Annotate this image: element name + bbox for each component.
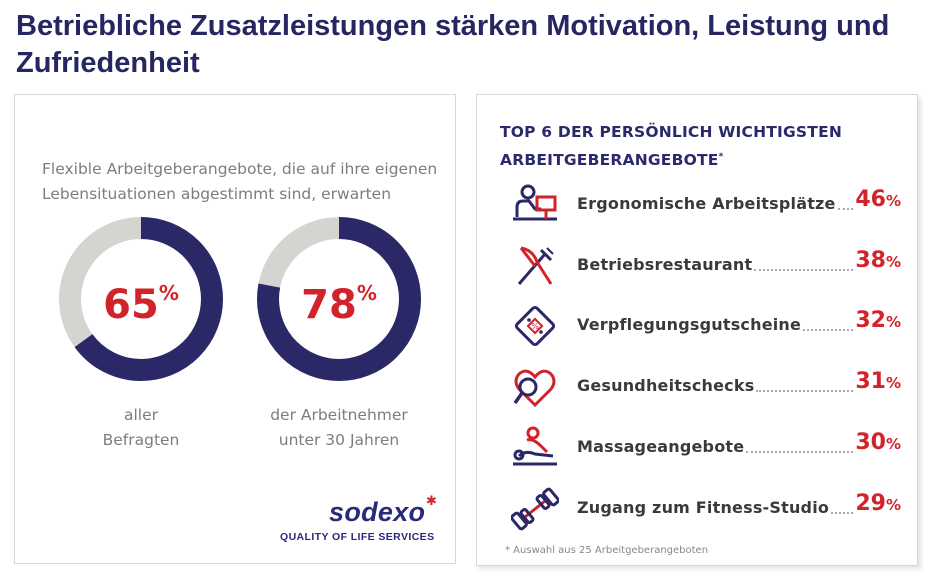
list-item-label: Gesundheitschecks xyxy=(577,376,755,395)
list-item-value: 30% xyxy=(855,430,901,455)
list-item-value-unit: % xyxy=(885,496,901,514)
list-item-leader xyxy=(838,208,853,210)
list-item-leader xyxy=(803,329,853,331)
svg-text:%: % xyxy=(531,322,539,331)
voucher-icon: % xyxy=(514,305,556,347)
top6-card: TOP 6 DER PERSÖNLICH WICHTIGSTEN ARBEITG… xyxy=(476,94,918,566)
donut-2-caption: der Arbeitnehmer unter 30 Jahren xyxy=(249,403,429,453)
donut-1-caption: aller Befragten xyxy=(61,403,221,453)
donut-2-caption-line-2: unter 30 Jahren xyxy=(278,431,400,449)
list-item-value: 32% xyxy=(855,308,901,333)
list-item-value-number: 32 xyxy=(855,308,886,333)
list-item-label: Zugang zum Fitness-Studio xyxy=(577,498,830,517)
logo-star-icon: ✱ xyxy=(426,493,437,508)
list-item-value: 31% xyxy=(855,369,901,394)
dumbbell-icon xyxy=(511,487,559,531)
donut-intro-line-2: Lebensituationen abgestimmt sind, erwart… xyxy=(42,185,392,203)
list-item: Gesundheitschecks 31% xyxy=(497,361,907,411)
list-item-value-unit: % xyxy=(885,192,901,210)
donut-1-unit: % xyxy=(158,281,179,305)
list-item: % Verpflegungsgutscheine 32% xyxy=(497,300,907,350)
massage-icon xyxy=(513,426,557,466)
list-item-leader xyxy=(754,269,853,271)
page-title: Betriebliche Zusatzleistungen stärken Mo… xyxy=(16,10,890,79)
donut-1-caption-line-2: Befragten xyxy=(102,431,180,449)
top6-title-line-1: TOP 6 DER PERSÖNLICH WICHTIGSTEN xyxy=(500,123,843,141)
list-item-label: Massageangebote xyxy=(577,437,745,456)
list-item-value-unit: % xyxy=(885,313,901,331)
top6-title: TOP 6 DER PERSÖNLICH WICHTIGSTEN ARBEITG… xyxy=(500,120,900,173)
logo-tagline: QUALITY OF LIFE SERVICES xyxy=(280,531,435,543)
top6-title-line-2: ARBEITGEBERANGEBOTE xyxy=(500,151,719,170)
donut-2-unit: % xyxy=(356,281,377,305)
list-item-value-unit: % xyxy=(885,253,901,271)
donut-2-caption-line-1: der Arbeitnehmer xyxy=(270,406,408,424)
list-item-leader xyxy=(831,512,853,514)
list-item-leader xyxy=(746,451,853,453)
list-item: Ergonomische Arbeitsplätze 46% xyxy=(497,179,907,229)
list-item-value-number: 29 xyxy=(855,491,886,516)
top6-title-footnote-mark: * xyxy=(718,152,724,162)
heart-magnifier-icon xyxy=(513,369,556,408)
sodexo-logo: sodexo xyxy=(329,497,426,527)
donut-2-value: 78% xyxy=(269,281,409,328)
list-item-label: Ergonomische Arbeitsplätze xyxy=(577,194,836,213)
donut-1-arc xyxy=(59,217,223,381)
list-item: Betriebsrestaurant 38% xyxy=(497,240,907,290)
donut-2-number: 78 xyxy=(301,282,357,328)
list-item-value: 29% xyxy=(855,491,901,516)
list-item-value: 38% xyxy=(855,248,901,273)
donut-1-number: 65 xyxy=(103,282,159,328)
donut-2-arc xyxy=(257,217,421,381)
list-item: Zugang zum Fitness-Studio 29% xyxy=(497,483,907,533)
list-item-value-number: 46 xyxy=(855,187,886,212)
desk-worker-icon xyxy=(513,184,557,221)
list-item: Massageangebote 30% xyxy=(497,422,907,472)
footnote: * Auswahl aus 25 Arbeitgeberangeboten xyxy=(505,545,709,556)
list-item-label: Verpflegungsgutscheine xyxy=(577,315,802,334)
fork-knife-icon xyxy=(517,246,554,285)
donut-1-value: 65% xyxy=(71,281,211,328)
list-item-value-number: 31 xyxy=(855,369,886,394)
list-item-value-number: 38 xyxy=(855,248,886,273)
donut-intro: Flexible Arbeitgeberangebote, die auf ih… xyxy=(42,157,442,207)
list-item-leader xyxy=(756,390,853,392)
donut-intro-line-1: Flexible Arbeitgeberangebote, die auf ih… xyxy=(42,160,438,178)
list-item-value: 46% xyxy=(855,187,901,212)
donut-1-caption-line-1: aller xyxy=(123,406,159,424)
list-item-value-number: 30 xyxy=(855,430,886,455)
list-item-value-unit: % xyxy=(885,374,901,392)
list-item-label: Betriebsrestaurant xyxy=(577,255,753,274)
donut-card: Flexible Arbeitgeberangebote, die auf ih… xyxy=(14,94,456,564)
list-item-value-unit: % xyxy=(885,435,901,453)
donut-charts xyxy=(59,217,421,381)
